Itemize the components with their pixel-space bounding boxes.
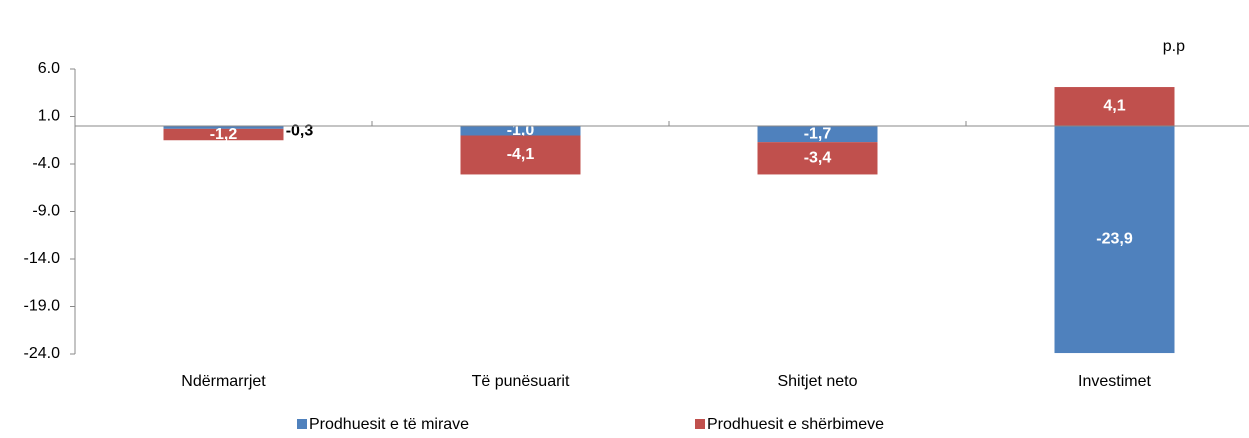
data-label: -4,1 [507, 146, 535, 163]
data-label: -0,3 [286, 123, 314, 140]
bar-segment [1054, 126, 1175, 354]
bar-segment [163, 126, 284, 129]
y-tick-label: -9.0 [32, 203, 60, 220]
data-label: -1,2 [210, 126, 238, 143]
bar-segment [1054, 87, 1175, 126]
legend-label: Prodhuesit e shërbimeve [707, 416, 884, 433]
data-label: -3,4 [804, 150, 832, 167]
y-tick-label: 1.0 [38, 108, 60, 125]
y-tick-label: -4.0 [32, 155, 60, 172]
bar-segment [163, 128, 284, 141]
bar-segment [460, 135, 581, 175]
x-tick-label: Shitjet neto [777, 373, 857, 390]
data-label: 4,1 [1103, 98, 1125, 115]
y-tick-label: -19.0 [24, 298, 61, 315]
bar-segment [757, 126, 878, 143]
y-tick-label: -24.0 [24, 345, 61, 362]
x-tick-label: Investimet [1078, 373, 1151, 390]
legend-swatch [297, 419, 307, 429]
bar-segment [757, 142, 878, 175]
y-tick-label: 6.0 [38, 60, 60, 77]
legend-label: Prodhuesit e të mirave [309, 416, 469, 433]
y-tick-label: -14.0 [24, 250, 61, 267]
legend-swatch [695, 419, 705, 429]
data-label: -23,9 [1096, 231, 1133, 248]
x-tick-label: Të punësuarit [472, 373, 570, 390]
data-label: -1,7 [804, 125, 832, 142]
bar-segment [460, 126, 581, 136]
unit-annotation: p.p [1163, 38, 1185, 55]
x-tick-label: Ndërmarrjet [181, 373, 266, 390]
